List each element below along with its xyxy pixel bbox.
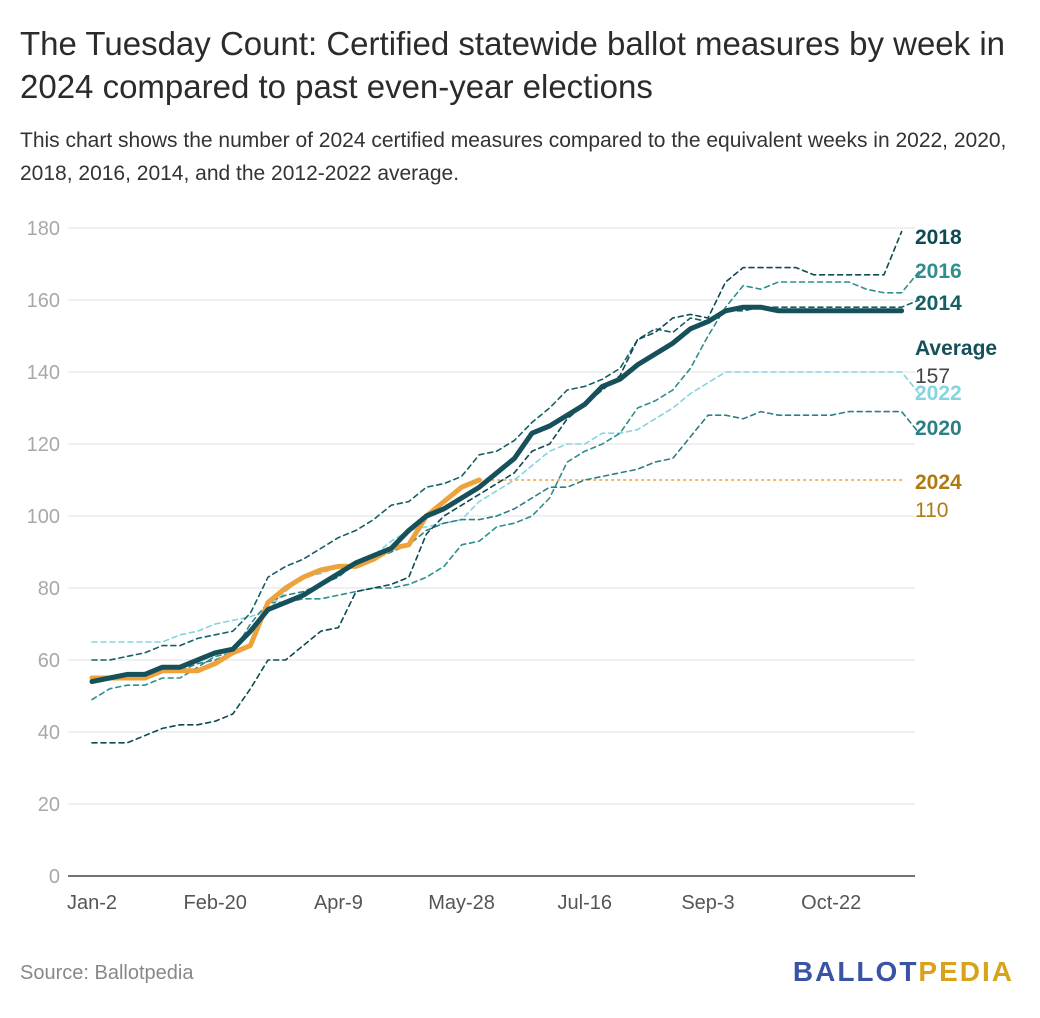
y-tick-label: 60 xyxy=(38,650,60,672)
x-tick-label: Apr-9 xyxy=(314,892,363,914)
chart-subtitle: This chart shows the number of 2024 cert… xyxy=(20,129,1007,185)
end-value-average: 157 xyxy=(915,365,950,388)
series-line-2024 xyxy=(89,477,482,681)
end-label-2018: 2018 xyxy=(915,226,962,249)
series-lines xyxy=(89,230,920,744)
y-tick-label: 140 xyxy=(27,362,60,384)
series-line-2014 xyxy=(91,299,920,661)
end-label-2014: 2014 xyxy=(915,292,962,315)
ballotpedia-logo: BALLOTPEDIA xyxy=(793,956,1014,988)
end-label-average: Average xyxy=(915,337,997,360)
logo-part-pedia: PEDIA xyxy=(918,956,1014,987)
y-tick-label: 0 xyxy=(49,866,60,888)
x-tick-label: Sep-3 xyxy=(681,892,734,914)
line-chart: 0 20 40 60 80 100 120 140 160 180 Jan-2 Feb-20 Apr-… xyxy=(27,218,997,914)
end-label-2022: 2022 xyxy=(915,382,962,405)
x-tick-label: Jul-16 xyxy=(558,892,612,914)
x-tick-label: Jan-2 xyxy=(67,892,117,914)
x-tick-label: Feb-20 xyxy=(184,892,247,914)
y-tick-label: 120 xyxy=(27,434,60,456)
y-tick-label: 80 xyxy=(38,578,60,600)
chart-title: The Tuesday Count: Certified statewide b… xyxy=(20,25,1006,105)
x-tick-label: Oct-22 xyxy=(801,892,861,914)
series-line-average xyxy=(89,304,905,685)
y-tick-label: 180 xyxy=(27,218,60,240)
source-note: Source: Ballotpedia xyxy=(20,962,194,984)
x-axis: Jan-2 Feb-20 Apr-9 May-28 Jul-16 Sep-3 Oct-22 xyxy=(67,892,861,914)
series-line-2020 xyxy=(91,410,920,683)
y-tick-label: 160 xyxy=(27,290,60,312)
y-tick-label: 100 xyxy=(27,506,60,528)
end-value-2024: 110 xyxy=(915,499,948,522)
end-label-2024: 2024 xyxy=(915,471,962,494)
series-line-2018 xyxy=(91,230,903,744)
end-label-2016: 2016 xyxy=(915,260,962,283)
logo-part-ballot: BALLOT xyxy=(792,956,919,987)
end-label-2020: 2020 xyxy=(915,417,962,440)
y-tick-label: 40 xyxy=(38,722,60,744)
y-axis: 0 20 40 60 80 100 120 140 160 180 xyxy=(27,218,60,888)
series-line-2022 xyxy=(91,371,920,643)
y-tick-label: 20 xyxy=(38,794,60,816)
x-tick-label: May-28 xyxy=(428,892,495,914)
gridlines xyxy=(68,227,915,877)
